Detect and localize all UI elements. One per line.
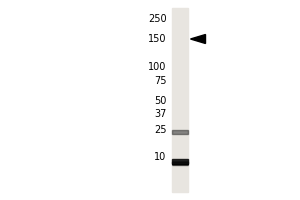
Text: 10: 10 <box>154 152 167 162</box>
Text: 75: 75 <box>154 76 167 86</box>
Text: 150: 150 <box>148 34 167 44</box>
Text: 250: 250 <box>148 14 167 24</box>
Bar <box>172 163 188 164</box>
Bar <box>172 164 188 165</box>
Bar <box>172 8 188 192</box>
Polygon shape <box>190 35 206 44</box>
Bar <box>172 162 188 163</box>
Text: 37: 37 <box>154 109 167 119</box>
Text: 50: 50 <box>154 96 167 106</box>
Text: 25: 25 <box>154 125 167 135</box>
Text: 100: 100 <box>148 62 166 72</box>
Bar <box>172 161 188 162</box>
Bar <box>172 130 188 134</box>
Bar <box>172 159 188 163</box>
